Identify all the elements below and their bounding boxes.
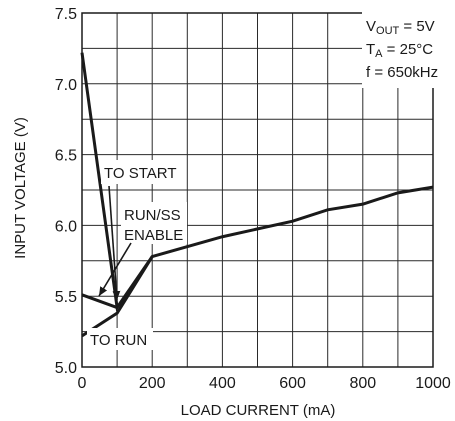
to-start-label: TO START xyxy=(104,165,177,182)
x-tick-label: 400 xyxy=(209,375,236,392)
x-tick-label: 600 xyxy=(279,375,306,392)
x-tick-label: 0 xyxy=(78,375,87,392)
y-tick-label: 7.0 xyxy=(55,77,77,94)
series-line-1 xyxy=(80,52,434,312)
to-run-label: TO RUN xyxy=(90,332,147,349)
plot-border xyxy=(81,12,434,368)
run-ss-arrow xyxy=(98,242,132,297)
to-start-label-bg xyxy=(101,160,183,184)
x-tick-label: 200 xyxy=(139,375,166,392)
ticks: 0 200 400 600 800 1000 5.0 5.5 6.0 6.5 7.0 7.5 xyxy=(55,6,451,392)
y-tick-label: 6.5 xyxy=(55,148,77,165)
condition-vout: VOUT = 5V xyxy=(366,18,435,37)
run-ss-label-bg xyxy=(121,202,187,244)
to-run-label-bg xyxy=(87,328,153,350)
x-axis-title: LOAD CURRENT (mA) xyxy=(181,402,336,419)
to-start-arrow xyxy=(108,185,121,301)
x-tick-label: 800 xyxy=(349,375,376,392)
plot-frame xyxy=(81,12,434,368)
condition-freq: f = 650kHz xyxy=(366,64,438,81)
y-axis-title: INPUT VOLTAGE (V) xyxy=(12,117,29,259)
condition-ta: TA = 25°C xyxy=(366,41,433,60)
run-ss-label: RUN/SS xyxy=(124,207,181,224)
y-tick-label: 5.0 xyxy=(55,360,77,377)
x-tick-label: 1000 xyxy=(415,375,451,392)
y-tick-label: 7.5 xyxy=(55,6,77,23)
y-tick-label: 6.0 xyxy=(55,218,77,235)
enable-label: ENABLE xyxy=(124,227,183,244)
conditions-box xyxy=(362,12,434,88)
series-line-3 xyxy=(81,293,118,309)
y-tick-label: 5.5 xyxy=(55,289,77,306)
